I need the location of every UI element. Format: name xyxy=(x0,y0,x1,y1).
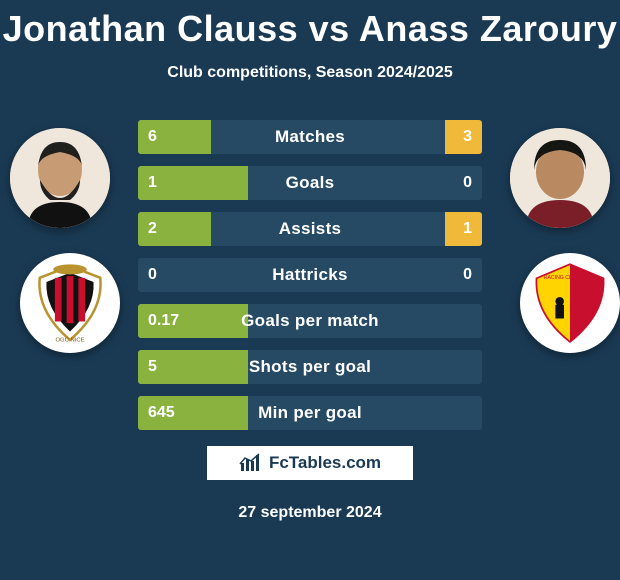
stat-rows: Matches63Goals10Assists21Hattricks00Goal… xyxy=(138,120,482,442)
svg-text:RACING CLUB: RACING CLUB xyxy=(544,275,580,281)
club-logo-right: RACING CLUB xyxy=(520,253,620,353)
stat-label: Shots per goal xyxy=(138,350,482,384)
svg-text:OGC NICE: OGC NICE xyxy=(56,338,85,344)
stat-value-left: 0 xyxy=(148,258,157,292)
stat-row: Hattricks0 0 xyxy=(138,258,482,292)
stat-label: Goals xyxy=(138,166,482,200)
club-logo-left: OGC NICE xyxy=(20,253,120,353)
page-title: Jonathan Clauss vs Anass Zaroury xyxy=(0,0,620,50)
stat-value-right: 3 xyxy=(463,120,472,154)
stat-row: Goals per match0.17 xyxy=(138,304,482,338)
branding-text: FcTables.com xyxy=(269,453,381,473)
chart-icon xyxy=(239,453,263,473)
stat-row: Goals1 0 xyxy=(138,166,482,200)
stat-value-right: 1 xyxy=(463,212,472,246)
stat-label: Goals per match xyxy=(138,304,482,338)
stat-label: Min per goal xyxy=(138,396,482,430)
stat-row: Min per goal645 xyxy=(138,396,482,430)
stat-value-left: 1 xyxy=(148,166,157,200)
subtitle: Club competitions, Season 2024/2025 xyxy=(0,64,620,82)
stat-value-left: 0.17 xyxy=(148,304,179,338)
stat-value-right: 0 xyxy=(463,258,472,292)
stat-value-left: 645 xyxy=(148,396,175,430)
player-photo-left xyxy=(10,128,110,228)
stat-row: Shots per goal5 xyxy=(138,350,482,384)
stat-value-left: 2 xyxy=(148,212,157,246)
date-text: 27 september 2024 xyxy=(0,504,620,522)
stat-value-left: 6 xyxy=(148,120,157,154)
stat-label: Hattricks xyxy=(138,258,482,292)
stat-row: Assists2 1 xyxy=(138,212,482,246)
stat-label: Assists xyxy=(138,212,482,246)
player-photo-right xyxy=(510,128,610,228)
stat-label: Matches xyxy=(138,120,482,154)
stat-value-left: 5 xyxy=(148,350,157,384)
branding-badge: FcTables.com xyxy=(207,446,413,480)
stat-value-right: 0 xyxy=(463,166,472,200)
stat-row: Matches6 3 xyxy=(138,120,482,154)
